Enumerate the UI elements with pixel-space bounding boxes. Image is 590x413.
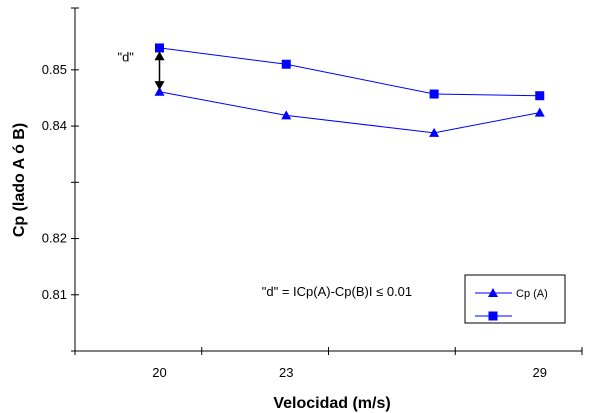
x-tick-label: 29 — [533, 365, 547, 380]
data-point — [429, 89, 439, 99]
y-axis-title: Cp (lado A ó B) — [11, 123, 28, 237]
data-point — [155, 43, 164, 53]
series-square — [155, 43, 545, 101]
axes: 0.85 0.84 0.82 0.81 20 23 29 — [42, 7, 583, 380]
x-tick-label: 23 — [279, 365, 293, 380]
legend: Cp (A) — [464, 274, 566, 324]
legend-items: Cp (A) — [475, 288, 548, 321]
annotation-text: "d" — [117, 49, 134, 64]
x-ticks: 20 23 29 — [74, 347, 583, 380]
annotation-layer: "d" "d" = ICp(A)-Cp(B)I ≤ 0.01 — [117, 49, 412, 298]
data-point — [154, 86, 165, 96]
legend-box — [464, 274, 566, 324]
x-tick-label: 20 — [152, 365, 166, 380]
legend-marker — [488, 311, 498, 321]
annotation-text: "d" = ICp(A)-Cp(B)I ≤ 0.01 — [262, 284, 412, 299]
data-point — [281, 110, 292, 120]
double-arrow-head-up — [154, 51, 165, 61]
y-tick-label: 0.84 — [42, 118, 67, 133]
y-tick-label: 0.85 — [42, 62, 67, 77]
x-axis-title: Velocidad (m/s) — [273, 395, 390, 412]
series-layer — [154, 43, 545, 137]
series-triangle — [154, 86, 545, 137]
legend-marker — [488, 288, 498, 297]
data-point — [281, 59, 291, 69]
y-tick-label: 0.82 — [42, 231, 67, 246]
data-point — [535, 91, 545, 101]
series-line — [159, 47, 540, 97]
data-point — [429, 127, 440, 137]
y-tick-label: 0.81 — [42, 287, 67, 302]
legend-label: Cp (A) — [516, 288, 548, 300]
series-line — [159, 91, 540, 134]
data-point — [534, 107, 545, 117]
double-arrow-head-down — [154, 81, 165, 91]
y-ticks: 0.85 0.84 0.82 0.81 — [42, 7, 79, 352]
